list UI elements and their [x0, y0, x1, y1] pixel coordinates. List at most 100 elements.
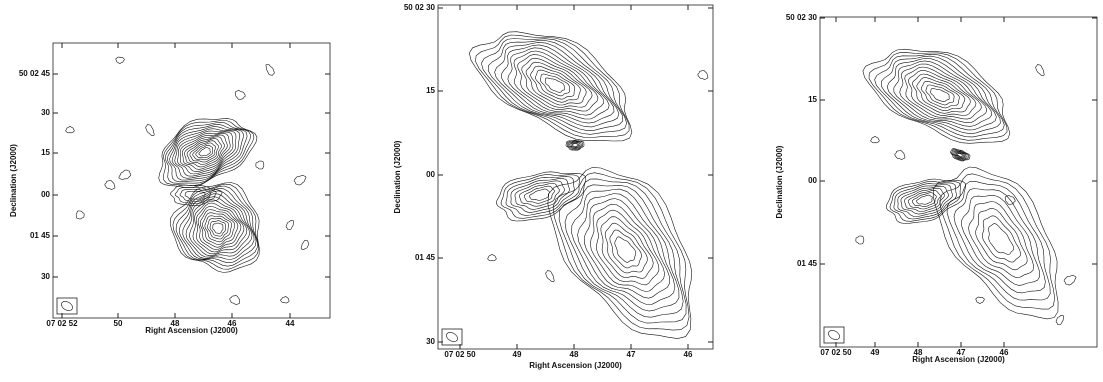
noise-contour [230, 296, 240, 305]
noise-contour [286, 220, 294, 229]
contour [572, 144, 577, 147]
noise-contour [488, 255, 497, 261]
contour [559, 179, 686, 323]
y-tick-label: 01 45 [797, 259, 818, 268]
contour [481, 39, 626, 135]
noise-contour [235, 91, 245, 100]
contour [982, 216, 1020, 262]
contour [540, 74, 569, 96]
noise-contour [256, 161, 264, 169]
noise-contour [895, 150, 905, 159]
contour [202, 213, 234, 245]
contour [875, 54, 1005, 137]
y-tick-label: 15 [41, 148, 50, 157]
contour [908, 71, 976, 116]
contour [553, 173, 689, 330]
noise-contour [76, 211, 84, 219]
contour [578, 194, 675, 305]
contour [213, 223, 223, 233]
contour [615, 237, 636, 263]
noise-contour [856, 236, 864, 244]
contour [198, 206, 241, 249]
contour [508, 48, 609, 119]
noise-contour [266, 65, 274, 76]
noise-contour [1056, 315, 1064, 324]
noise-contour [119, 170, 131, 180]
contour [185, 191, 205, 199]
y-tick-label: 15 [426, 86, 435, 95]
contour [496, 172, 586, 221]
y-axis-label: Declination (J2000) [9, 144, 18, 217]
contour [890, 181, 961, 221]
contour [905, 67, 982, 119]
x-tick-label: 48 [570, 350, 579, 359]
y-axis-label: Declination (J2000) [775, 145, 784, 218]
x-tick-label: 50 [114, 319, 123, 328]
contour [501, 175, 580, 219]
x-tick-label: 49 [871, 348, 880, 357]
x-tick-label: 47 [627, 350, 636, 359]
y-tick-label: 01 45 [415, 253, 436, 262]
noise-contour [146, 125, 155, 136]
x-tick-label: 44 [286, 319, 295, 328]
x-tick-label: 46 [684, 350, 693, 359]
noise-contour [294, 175, 306, 185]
noise-contour [1036, 65, 1045, 76]
noise-contour [976, 297, 985, 303]
y-tick-label: 00 [41, 190, 50, 199]
noise-contour [116, 57, 125, 63]
noise-contour [698, 70, 708, 79]
contour [572, 189, 680, 311]
contour [940, 174, 1055, 309]
y-tick-label: 50 02 45 [19, 69, 51, 78]
x-tick-label: 07 02 50 [444, 350, 476, 359]
contour [545, 78, 564, 92]
plot-frame [53, 43, 330, 318]
beam-box [57, 298, 77, 314]
x-axis-label: Right Ascension (J2000) [912, 355, 1005, 364]
y-tick-label: 30 [41, 272, 50, 281]
x-tick-label: 07 02 52 [46, 319, 78, 328]
y-tick-label: 15 [808, 95, 817, 104]
contour [900, 64, 987, 123]
contour [190, 141, 219, 162]
figure: 07 02 52 50 48 46 44 50 02 45 30 15 00 01 45 30 Rig… [0, 0, 1103, 377]
x-axis-label: Right Ascension (J2000) [145, 326, 238, 335]
y-tick-label: 50 02 30 [786, 13, 818, 22]
noise-contour [66, 127, 75, 133]
contour [976, 208, 1027, 270]
contour [524, 186, 554, 203]
noise-contour [546, 271, 555, 282]
contour [514, 51, 604, 115]
noise-contour [301, 240, 309, 249]
y-tick-label: 01 45 [30, 231, 51, 240]
y-tick-label: 00 [426, 170, 435, 179]
y-tick-label: 50 02 30 [404, 3, 436, 12]
beam-box [824, 327, 844, 343]
contour [548, 167, 692, 338]
y-tick-label: 30 [41, 108, 50, 117]
y-tick-label: 00 [808, 176, 817, 185]
x-tick-label: 07 02 50 [820, 348, 852, 357]
beam [445, 331, 459, 344]
beam-box [442, 329, 462, 345]
contour [954, 189, 1045, 293]
contour [535, 70, 575, 99]
y-tick-label: 30 [426, 337, 435, 346]
y-axis-label: Declination (J2000) [393, 140, 402, 213]
contour [989, 224, 1014, 255]
beam [827, 329, 841, 342]
noise-contour [105, 180, 115, 189]
contour [526, 62, 586, 105]
x-axis-label: Right Ascension (J2000) [529, 361, 622, 370]
noise-contour [281, 297, 290, 303]
plot-frame [820, 17, 1097, 347]
contour [518, 55, 598, 112]
contour [522, 58, 592, 107]
beam [60, 300, 74, 313]
noise-contour [871, 137, 880, 143]
plot-frame [438, 5, 713, 349]
contour [515, 181, 565, 210]
contour [205, 216, 232, 242]
noise-contour [1064, 275, 1076, 285]
